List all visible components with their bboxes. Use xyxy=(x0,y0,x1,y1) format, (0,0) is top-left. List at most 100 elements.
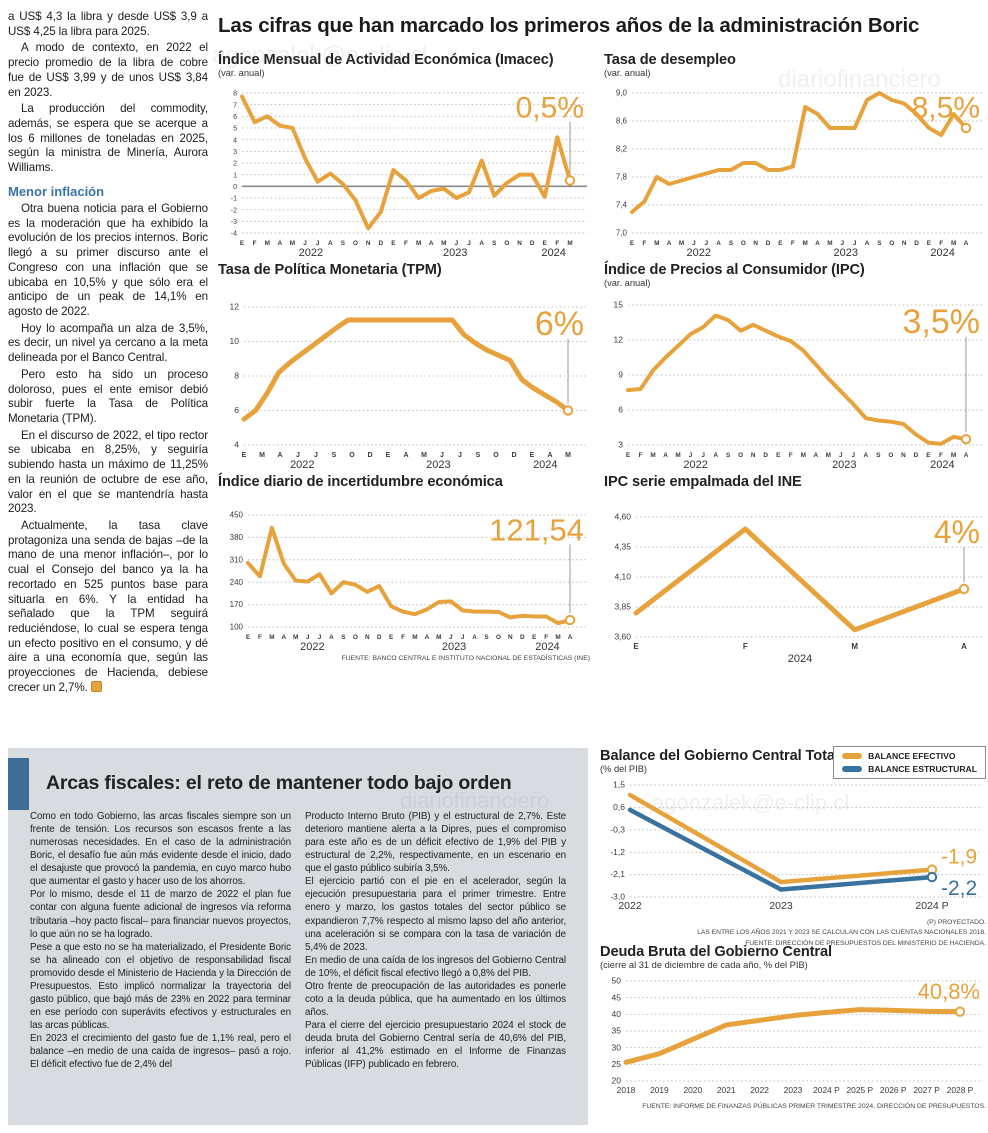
svg-text:A: A xyxy=(864,452,869,459)
svg-text:N: N xyxy=(901,452,906,459)
svg-text:M: M xyxy=(679,240,684,247)
svg-text:A: A xyxy=(713,452,718,459)
arcas-fiscales-panel: Arcas fiscales: el reto de mantener todo… xyxy=(8,748,588,1125)
svg-text:A: A xyxy=(568,634,573,641)
svg-text:F: F xyxy=(555,240,559,247)
svg-text:2018: 2018 xyxy=(617,1085,636,1095)
svg-text:3,60: 3,60 xyxy=(614,632,631,642)
svg-text:J: J xyxy=(314,452,318,459)
article-paragraph: Otra buena noticia para el Gobierno es l… xyxy=(8,201,208,318)
svg-text:S: S xyxy=(726,452,731,459)
svg-text:E: E xyxy=(776,452,781,459)
svg-text:J: J xyxy=(306,634,310,641)
chart-balance: Balance del Gobierno Central Total (% de… xyxy=(600,746,986,949)
svg-text:7,0: 7,0 xyxy=(616,229,628,238)
article-subhead: Menor inflación xyxy=(8,183,105,199)
svg-text:3,5%: 3,5% xyxy=(903,303,981,341)
svg-text:J: J xyxy=(692,240,696,247)
svg-text:S: S xyxy=(877,240,882,247)
chart-balance-subtitle: (% del PIB) xyxy=(600,764,648,774)
svg-text:8,6: 8,6 xyxy=(616,117,628,126)
svg-text:A: A xyxy=(328,240,333,247)
svg-text:N: N xyxy=(902,240,907,247)
article-paragraph: Hoy lo acompaña un alza de 3,5%, es deci… xyxy=(8,321,208,365)
svg-text:N: N xyxy=(753,240,758,247)
arcas-paragraph: Producto Interno Bruto (PIB) y el estruc… xyxy=(305,811,566,875)
svg-text:O: O xyxy=(738,452,743,459)
svg-text:-0,3: -0,3 xyxy=(610,824,625,834)
svg-text:J: J xyxy=(303,240,307,247)
svg-text:6%: 6% xyxy=(535,305,584,343)
svg-text:O: O xyxy=(353,634,358,641)
article-paragraph: a US$ 4,3 la libra y desde US$ 3,9 a US$… xyxy=(8,10,208,38)
svg-text:7: 7 xyxy=(233,102,237,109)
svg-text:A: A xyxy=(547,452,552,459)
svg-text:-1: -1 xyxy=(231,196,237,203)
svg-text:S: S xyxy=(729,240,734,247)
svg-text:A: A xyxy=(865,240,870,247)
svg-text:M: M xyxy=(654,240,659,247)
svg-text:4,10: 4,10 xyxy=(614,572,631,582)
svg-text:6: 6 xyxy=(233,114,237,121)
ipc-empalmada-line-chart: 4,60 4,35 4,10 3,85 3,60E F M A 2024 4% xyxy=(614,512,983,665)
svg-text:3: 3 xyxy=(618,440,623,450)
svg-text:3: 3 xyxy=(233,149,237,156)
balance-footnotes: (P) PROYECTADO. LAS ENTRE LOS AÑOS 2021 … xyxy=(600,918,986,949)
svg-text:7,4: 7,4 xyxy=(616,201,628,210)
svg-text:A: A xyxy=(403,452,408,459)
svg-text:M: M xyxy=(412,634,417,641)
svg-text:N: N xyxy=(365,634,370,641)
svg-text:2023: 2023 xyxy=(832,459,856,471)
arcas-paragraph: Como en todo Gobierno, las arcas fiscale… xyxy=(30,811,291,888)
svg-text:8: 8 xyxy=(233,91,237,98)
svg-text:240: 240 xyxy=(230,578,244,587)
svg-text:2025 P: 2025 P xyxy=(847,1085,874,1095)
footnote: FUENTE: DIRECCIÓN DE PRESUPUESTOS DEL MI… xyxy=(745,939,986,947)
svg-text:O: O xyxy=(493,452,499,459)
svg-text:2024: 2024 xyxy=(535,641,559,653)
svg-text:J: J xyxy=(458,452,462,459)
arcas-paragraph: Pese a que esto no se ha materializado, … xyxy=(30,941,291,1031)
svg-text:2022: 2022 xyxy=(290,459,314,471)
svg-text:2020: 2020 xyxy=(683,1085,702,1095)
svg-text:-1,9: -1,9 xyxy=(941,846,977,869)
svg-text:N: N xyxy=(751,452,756,459)
svg-text:2023: 2023 xyxy=(442,641,466,653)
arcas-column-1: Como en todo Gobierno, las arcas fiscale… xyxy=(30,810,291,1115)
svg-text:2022: 2022 xyxy=(618,900,642,912)
chart-imacec: Índice Mensual de Actividad Económica (I… xyxy=(218,52,590,259)
svg-text:50: 50 xyxy=(612,976,622,986)
svg-text:D: D xyxy=(914,240,919,247)
svg-text:D: D xyxy=(914,452,919,459)
svg-text:O: O xyxy=(349,452,355,459)
svg-text:2023: 2023 xyxy=(834,247,858,259)
panel-accent-bar xyxy=(8,758,29,810)
svg-text:D: D xyxy=(378,240,383,247)
svg-text:S: S xyxy=(476,452,481,459)
svg-text:F: F xyxy=(789,452,793,459)
svg-text:12: 12 xyxy=(614,335,624,345)
svg-text:4: 4 xyxy=(233,137,237,144)
article-paragraph: En el discurso de 2022, el tipo rector s… xyxy=(8,428,208,516)
svg-text:D: D xyxy=(377,634,382,641)
svg-text:M: M xyxy=(421,452,427,459)
svg-text:M: M xyxy=(675,452,680,459)
svg-text:4: 4 xyxy=(234,440,239,450)
svg-text:2022: 2022 xyxy=(683,459,707,471)
svg-text:J: J xyxy=(316,240,320,247)
chart-ipc-empalmada-subtitle xyxy=(604,490,986,503)
svg-text:1: 1 xyxy=(233,172,237,179)
svg-text:J: J xyxy=(318,634,322,641)
svg-text:2027 P: 2027 P xyxy=(913,1085,940,1095)
svg-text:A: A xyxy=(815,240,820,247)
chart-tpm: Tasa de Política Monetaria (TPM) 12 10 8 6 4… xyxy=(218,262,590,471)
svg-text:M: M xyxy=(567,240,572,247)
svg-text:45: 45 xyxy=(612,992,622,1002)
svg-text:F: F xyxy=(939,240,943,247)
svg-text:7,8: 7,8 xyxy=(616,173,628,182)
svg-text:8,2: 8,2 xyxy=(616,145,628,154)
svg-text:M: M xyxy=(951,452,956,459)
